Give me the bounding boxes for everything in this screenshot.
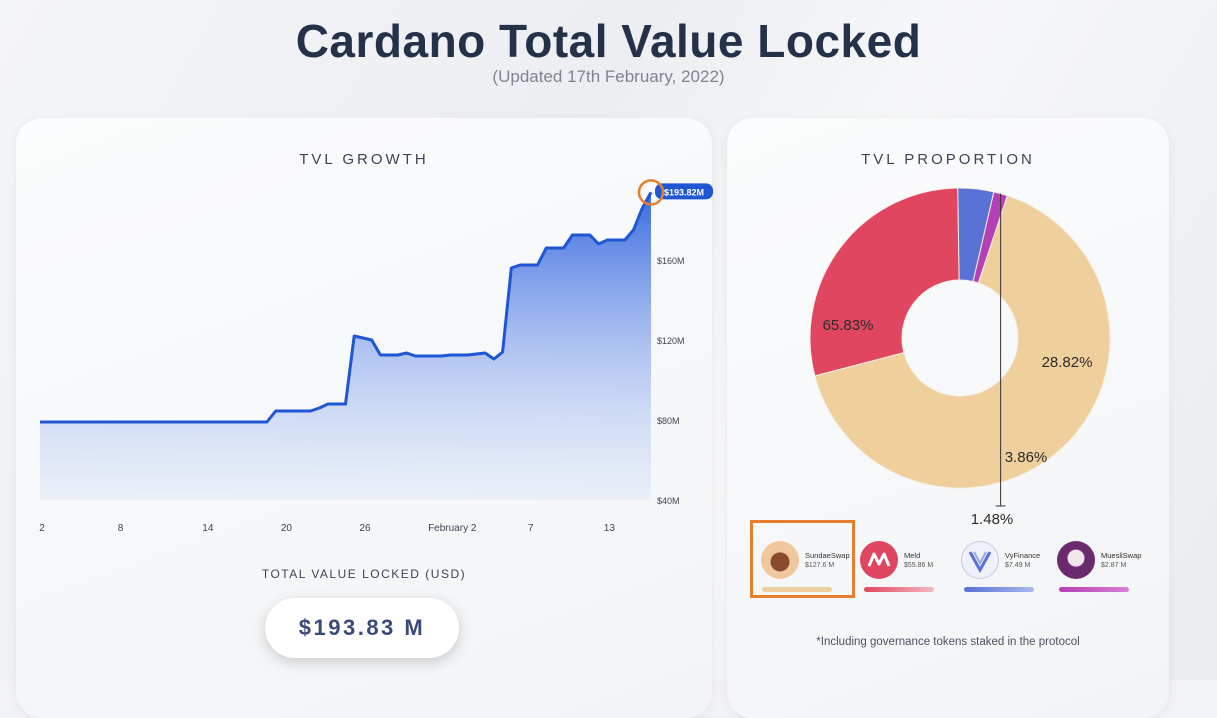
legend-bar-vyfinance — [964, 587, 1034, 592]
tvl-proportion-title: TVL PROPORTION — [861, 151, 1035, 168]
legend-item-sundaeswap: SundaeSwap $127.6 M — [755, 538, 865, 586]
legend-name: VyFinance — [1005, 551, 1041, 560]
legend-item-muesliswap: MuesliSwap $2.87 M — [1051, 538, 1161, 586]
legend-value: $2.87 M — [1101, 562, 1127, 569]
vyfinance-icon — [961, 541, 999, 579]
legend-value: $7.49 M — [1005, 562, 1031, 569]
tvl-proportion-panel: TVL PROPORTION — [727, 118, 1169, 718]
sundaeswap-icon — [761, 541, 799, 579]
page-subtitle: (Updated 17th February, 2022) — [492, 67, 725, 86]
total-value-locked-value: $193.83 M — [265, 598, 459, 658]
legend-bar-meld — [864, 587, 934, 592]
total-value-locked-label: TOTAL VALUE LOCKED (USD) — [261, 567, 467, 581]
tvl-growth-title: TVL GROWTH — [299, 151, 429, 168]
legend-value: $55.86 M — [904, 562, 934, 569]
muesliswap-icon — [1057, 541, 1095, 579]
legend-name: MuesliSwap — [1101, 551, 1142, 560]
legend-item-vyfinance: VyFinance $7.49 M — [955, 538, 1065, 586]
legend-name: Meld — [904, 551, 921, 560]
meld-icon — [860, 541, 898, 579]
legend-bar-muesliswap — [1059, 587, 1129, 592]
legend-bar-sundaeswap — [762, 587, 832, 592]
legend-name: SundaeSwap — [805, 551, 850, 560]
legend-value: $127.6 M — [805, 562, 835, 569]
footnote: *Including governance tokens staked in t… — [816, 636, 1080, 648]
sundaeswap-highlight — [750, 520, 855, 598]
legend-item-meld: Meld $55.86 M — [854, 538, 964, 586]
page-title: Cardano Total Value Locked — [295, 15, 922, 67]
